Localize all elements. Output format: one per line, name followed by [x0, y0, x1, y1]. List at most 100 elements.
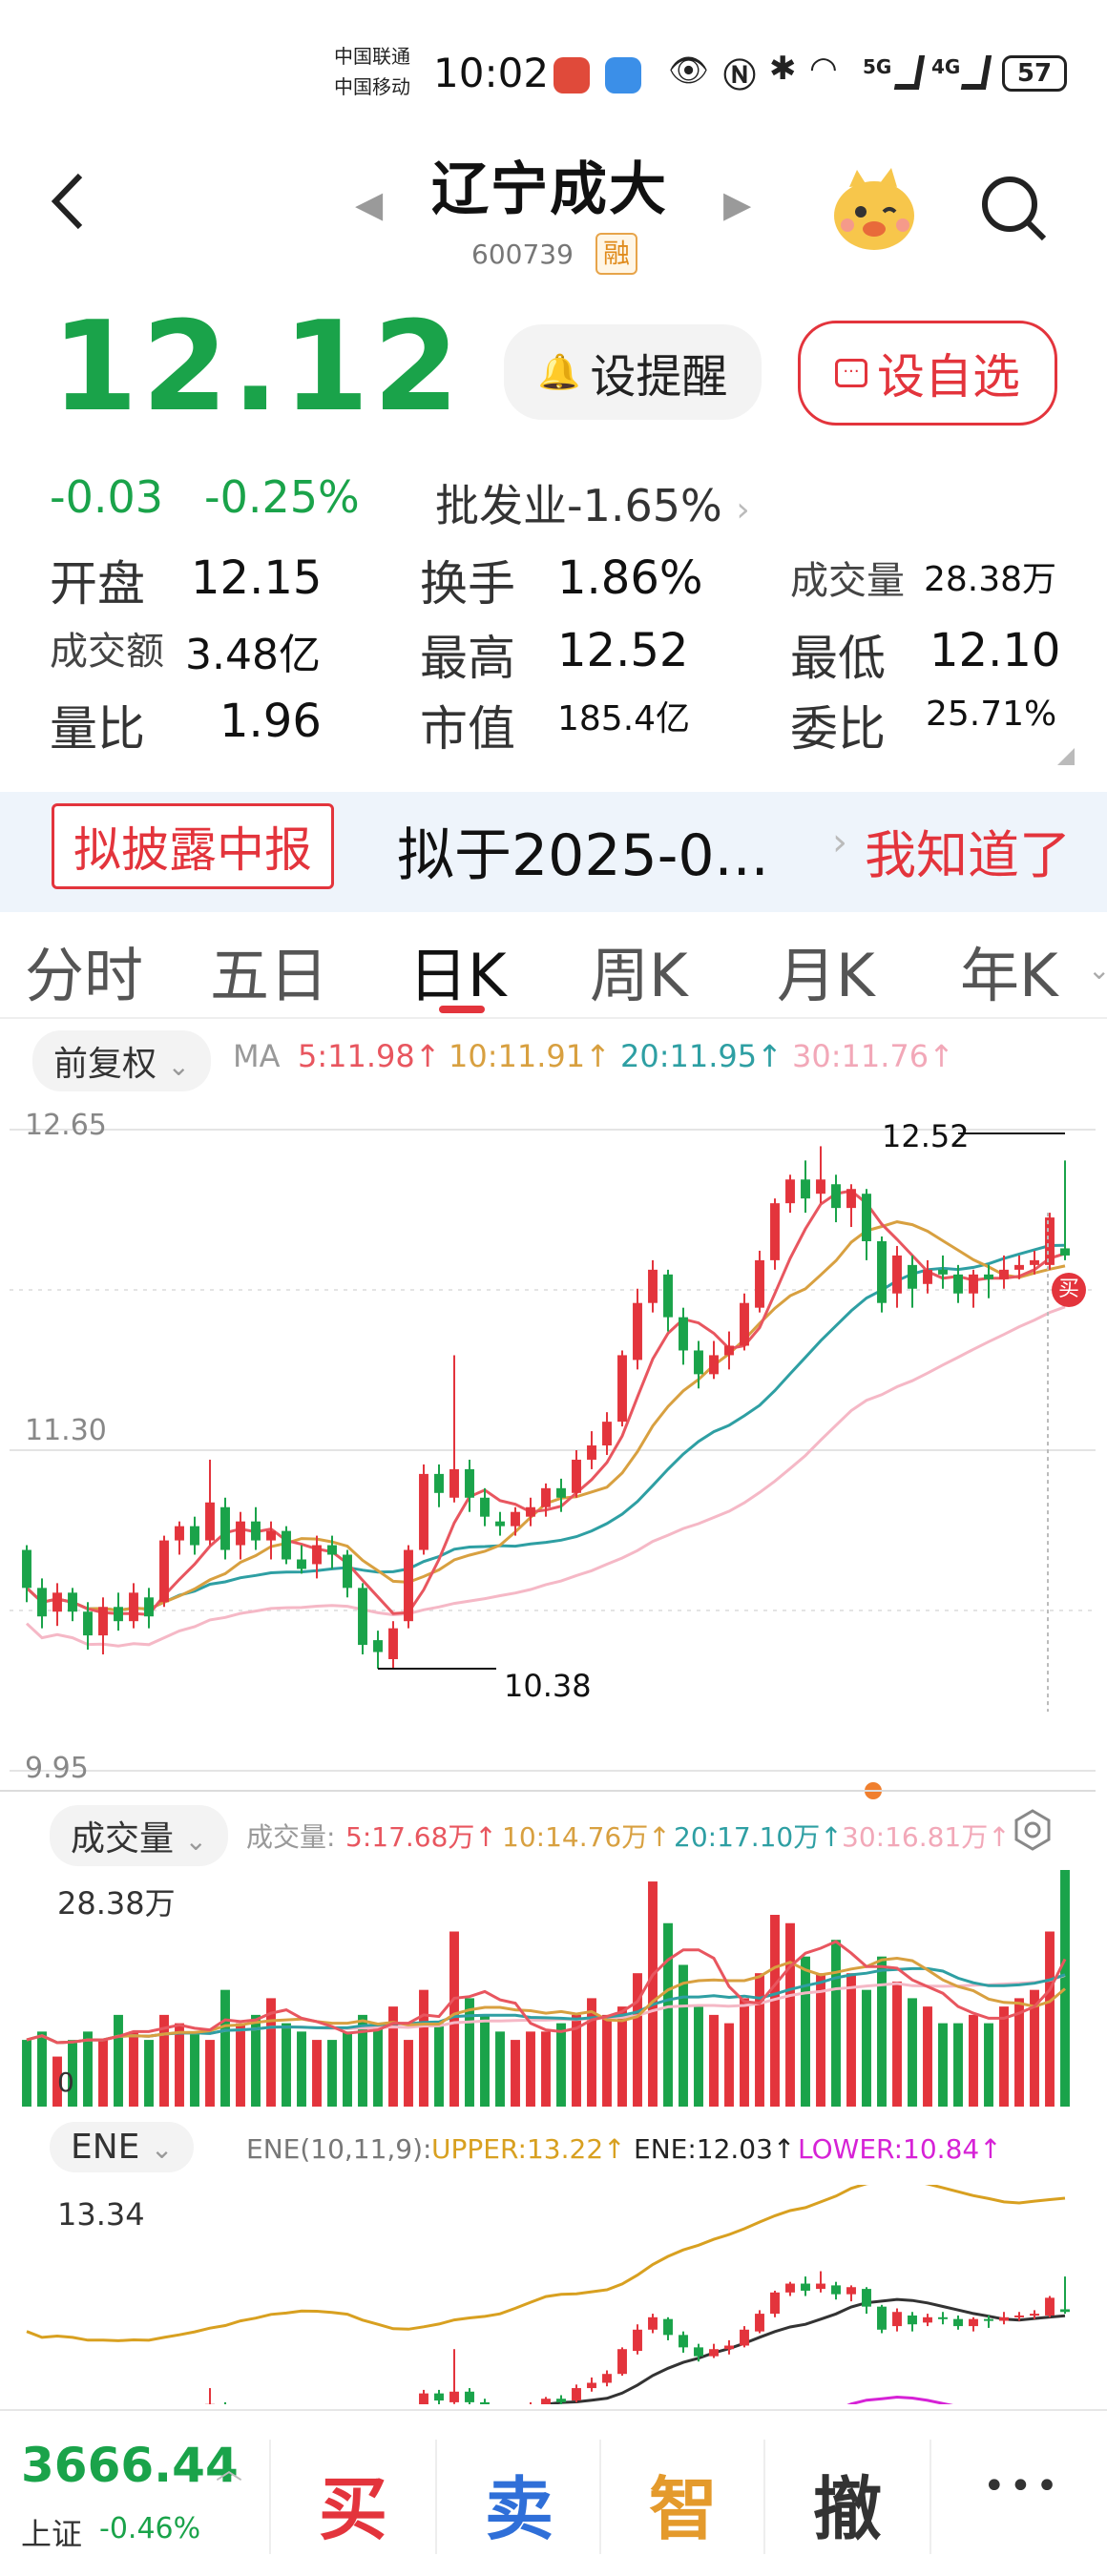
candle [602, 1422, 612, 1446]
notice-banner: 拟披露中报 拟于2025-0... › 我知道了 [0, 792, 1107, 912]
candle [220, 1506, 230, 1550]
ene-candle [556, 2399, 566, 2402]
volume-bar [83, 2031, 93, 2107]
tab-weekly-k[interactable]: 周K [590, 941, 688, 1010]
candle [465, 1468, 474, 1498]
search-icon [982, 177, 1047, 241]
open-label: 开盘 [50, 556, 145, 612]
candle [785, 1179, 795, 1204]
low-label: 最低 [790, 631, 886, 686]
carrier-1: 中国联通 [334, 45, 410, 68]
volume-bar [801, 1956, 810, 2107]
set-alert-button[interactable]: 🔔 设提醒 [504, 324, 762, 420]
candle [938, 1269, 948, 1275]
volume-bar [37, 2031, 47, 2107]
back-button[interactable] [46, 168, 94, 230]
watchlist-icon: ··· [835, 359, 867, 387]
candle [282, 1530, 291, 1560]
ma30-value: 30:11.76↑ [792, 1038, 954, 1074]
ma-label: MA [233, 1038, 281, 1074]
chevron-down-icon[interactable]: ⌄ [1088, 954, 1107, 986]
candle [724, 1345, 734, 1356]
volume-bar [541, 2031, 551, 2107]
candle [831, 1184, 841, 1209]
wifi-icon: ◠ [809, 50, 838, 88]
tab-monthly-k[interactable]: 月K [777, 941, 875, 1010]
ene-candle [419, 2393, 428, 2404]
ene-lower: LOWER:10.84↑ [798, 2133, 1002, 2165]
ene-candle [541, 2399, 551, 2404]
adjust-dropdown[interactable]: 前复权 ⌄ [32, 1030, 211, 1091]
search-button[interactable] [977, 172, 1050, 244]
notice-text[interactable]: 拟于2025-0... [397, 822, 769, 889]
high-label: 最高 [420, 631, 515, 686]
candle [434, 1473, 444, 1493]
volume-chart[interactable] [0, 1866, 1107, 2110]
tab-daily-k[interactable]: 日K [408, 941, 507, 1010]
ene-candle [1060, 2309, 1070, 2313]
volume-bar [694, 2006, 703, 2107]
candle [969, 1274, 978, 1294]
candle [801, 1179, 810, 1199]
chevron-right-icon: › [736, 490, 750, 530]
amount-value: 3.48亿 [185, 631, 321, 679]
buy-signal-marker[interactable]: 买 [1052, 1273, 1086, 1307]
index-value[interactable]: 3666.44 [21, 2438, 239, 2493]
turnover-value: 1.86% [557, 551, 703, 605]
cancel-order-button[interactable]: 撤 [813, 2469, 883, 2549]
ene-chart[interactable] [0, 2185, 1107, 2404]
buy-button[interactable]: 买 [319, 2469, 388, 2549]
set-alert-label: 设提醒 [590, 350, 728, 404]
ene-candle [1045, 2297, 1055, 2316]
tab-intraday[interactable]: 分时 [25, 941, 144, 1010]
smart-button[interactable]: 智 [649, 2469, 719, 2549]
candle [877, 1240, 887, 1303]
ene-candle [740, 2329, 749, 2346]
index-change: -0.46% [99, 2512, 201, 2545]
add-watchlist-button[interactable]: ··· 设自选 [798, 321, 1057, 426]
ma30-line [25, 1305, 1066, 1648]
volume-bar [343, 2031, 352, 2107]
candle [419, 1473, 428, 1550]
settings-icon[interactable] [1012, 1809, 1054, 1851]
candle [862, 1194, 871, 1241]
candle [1060, 1248, 1070, 1256]
add-watchlist-label: 设自选 [877, 349, 1020, 405]
volume-bar [52, 2056, 62, 2107]
tab-yearly-k[interactable]: 年K [960, 941, 1058, 1010]
candle [373, 1640, 383, 1652]
tab-five-day[interactable]: 五日 [210, 941, 329, 1010]
sell-button[interactable]: 卖 [485, 2469, 554, 2549]
low-value: 12.10 [929, 624, 1061, 677]
ene-indicator-dropdown[interactable]: ENE ⌄ [50, 2122, 195, 2172]
sector-label: 批发业-1.65% [435, 480, 722, 531]
candle [114, 1607, 123, 1622]
expand-corner-icon[interactable] [1057, 748, 1075, 765]
next-stock-button[interactable]: ▶ [723, 183, 752, 225]
ene-candle [801, 2283, 810, 2291]
mascot-icon[interactable] [828, 168, 920, 254]
volume-bar [526, 2031, 535, 2107]
low-marker-label: 10.38 [504, 1668, 592, 1704]
volume-bar [312, 2040, 322, 2107]
volume-bar [846, 1973, 856, 2107]
more-button[interactable]: ••• [983, 2464, 1062, 2508]
chart-divider [0, 1790, 1096, 1792]
volume-bar [266, 1998, 276, 2107]
bell-icon: 🔔 [537, 353, 581, 392]
prev-stock-button[interactable]: ◀ [355, 183, 384, 225]
volume-bar [999, 2006, 1009, 2107]
volume-indicator-dropdown[interactable]: 成交量 ⌄ [50, 1805, 228, 1866]
ene-upper: UPPER:13.22↑ [431, 2133, 626, 2165]
margin-badge: 融 [595, 233, 637, 275]
dismiss-notice-button[interactable]: 我知道了 [865, 825, 1071, 885]
kline-chart[interactable] [0, 1091, 1107, 1797]
candle [846, 1189, 856, 1209]
volume-bar [602, 2014, 612, 2107]
volume-bar [908, 1998, 917, 2107]
sector-change[interactable]: 批发业-1.65% › [435, 471, 750, 534]
ene-mid-line [541, 2297, 1066, 2404]
chevron-up-icon[interactable]: ︿ [216, 2454, 243, 2485]
volume-axis-bottom: 0 [57, 2067, 74, 2098]
ene-candle [679, 2335, 688, 2348]
